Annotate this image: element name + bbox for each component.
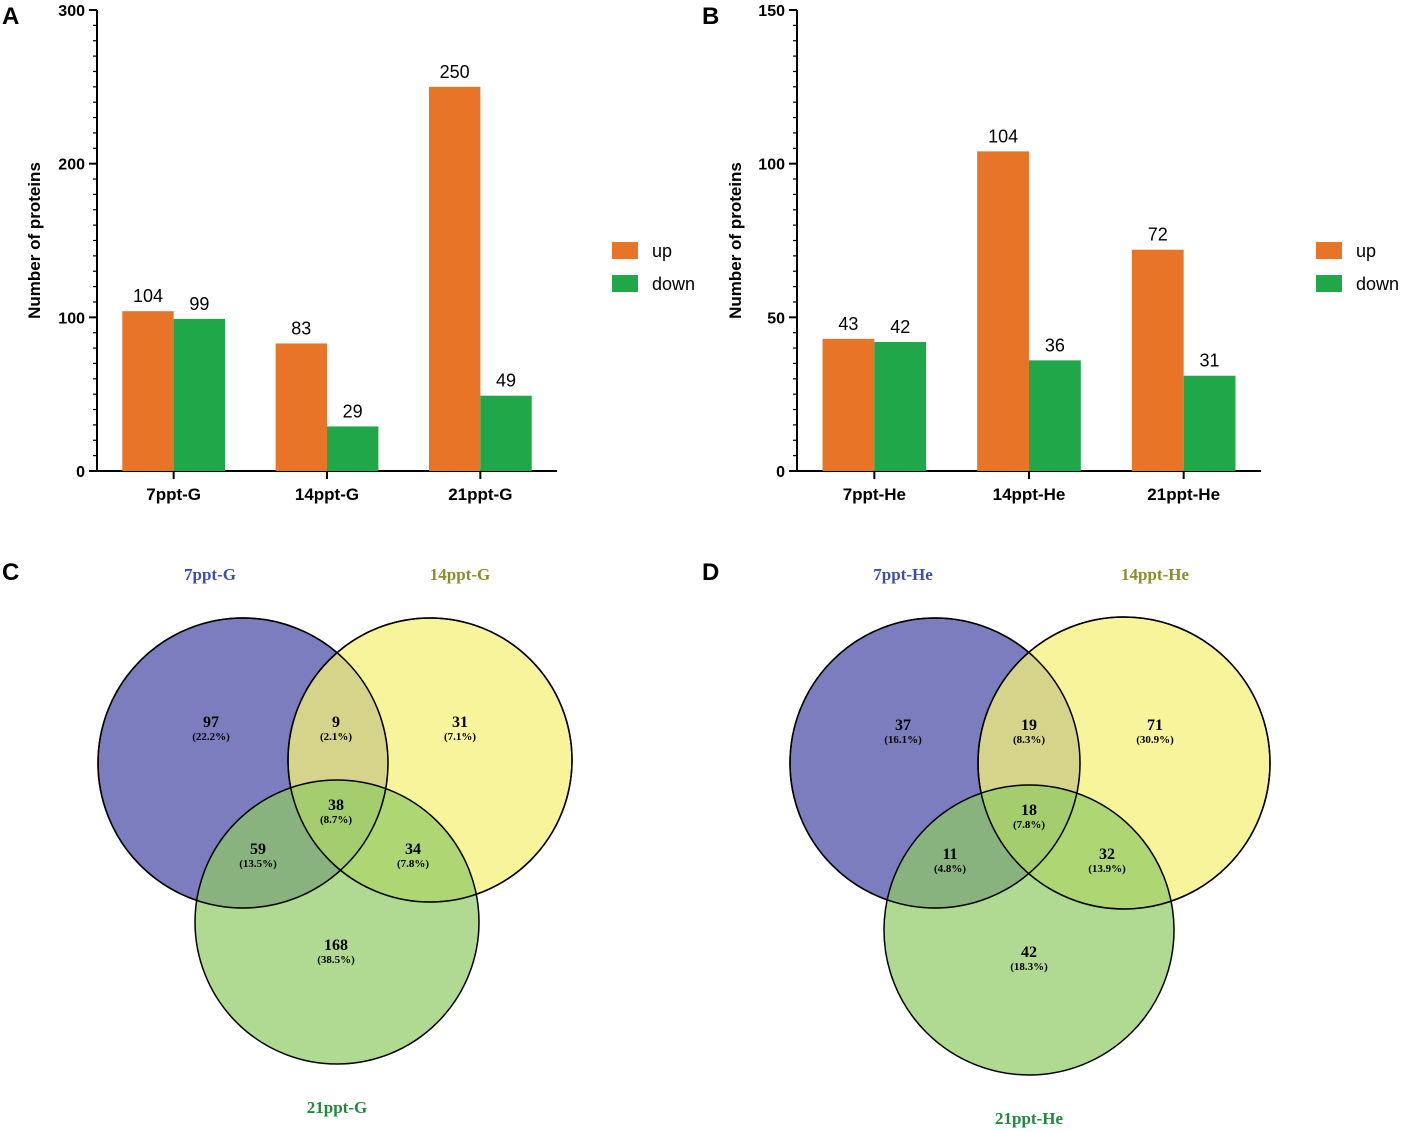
chart-b-legend-label-down: down <box>1356 274 1399 294</box>
chart-b-legend-swatch-down <box>1316 275 1342 292</box>
venn-c-pct-ab: (2.1%) <box>320 731 352 743</box>
chart-b-bar-down <box>1183 375 1236 471</box>
venn-c-title-a: 7ppt-G <box>184 565 236 584</box>
chart-a-legend-swatch-down <box>612 275 638 292</box>
panel-letter-a: A <box>2 3 19 30</box>
venn-d-circle-21ppt-he <box>883 784 1175 1076</box>
venn-d-pct-c-only: (18.3%) <box>1010 961 1048 973</box>
venn-c-circle-21ppt-g <box>194 779 480 1065</box>
chart-a-ytick-label: 0 <box>76 464 85 481</box>
venn-c-pct-bc: (7.8%) <box>397 858 429 870</box>
venn-c-outline-a <box>97 617 389 909</box>
chart-a-data-label-down: 99 <box>189 294 209 314</box>
chart-a-bar-up <box>122 311 174 471</box>
venn-diagram-d: 7ppt-He 14ppt-He 21ppt-He 37 (16.1%) 19 … <box>789 565 1271 1128</box>
venn-d-pct-ac: (4.8%) <box>934 863 966 875</box>
venn-c-outline-b <box>287 617 573 903</box>
chart-b-ytick-label: 50 <box>767 310 785 327</box>
venn-d-count-ac: 11 <box>942 846 957 863</box>
chart-b-bar-down <box>1029 360 1081 471</box>
venn-d-pct-b-only: (30.9%) <box>1136 734 1174 746</box>
chart-a-y-axis-label: Number of proteins <box>25 162 44 319</box>
venn-d-title-b: 14ppt-He <box>1121 565 1189 584</box>
bar-chart-b: 0 50 100 150 Number of proteins 7ppt-He 43 42 14… <box>726 3 1399 504</box>
venn-c-count-c-only: 168 <box>324 937 348 954</box>
chart-b-data-label-down: 36 <box>1045 335 1065 355</box>
panel-letter-d: D <box>702 559 719 586</box>
venn-d-pct-abc: (7.8%) <box>1013 819 1045 831</box>
chart-b-ytick-label: 100 <box>758 157 785 174</box>
venn-c-pct-ac: (13.5%) <box>239 858 277 870</box>
chart-b-bar-down <box>874 341 927 471</box>
venn-d-count-b-only: 71 <box>1147 717 1163 734</box>
chart-b-bar-up <box>822 338 875 471</box>
chart-a-ytick-label: 300 <box>58 3 85 20</box>
chart-b-category-label: 14ppt-He <box>993 485 1066 504</box>
chart-b-bar-up <box>977 151 1029 471</box>
chart-b-y-axis-label: Number of proteins <box>726 162 745 319</box>
venn-d-title-a: 7ppt-He <box>873 565 933 584</box>
chart-b-category-label: 21ppt-He <box>1147 485 1220 504</box>
chart-b-data-label-up: 43 <box>838 314 858 334</box>
chart-a-data-label-down: 29 <box>343 401 363 421</box>
chart-b-data-label-down: 42 <box>890 317 910 337</box>
venn-c-count-a-only: 97 <box>203 714 219 731</box>
chart-a-bar-down <box>173 318 226 471</box>
venn-c-count-ac: 59 <box>250 841 266 858</box>
venn-c-count-ab: 9 <box>332 714 340 731</box>
chart-a-category-label: 14ppt-G <box>295 485 359 504</box>
chart-b-ytick-label: 150 <box>758 3 785 20</box>
chart-a-ytick-label: 200 <box>58 157 85 174</box>
venn-c-pct-b-only: (7.1%) <box>444 731 476 743</box>
venn-c-pct-a-only: (22.2%) <box>192 731 230 743</box>
chart-b-legend-swatch-up <box>1316 242 1342 259</box>
venn-d-pct-ab: (8.3%) <box>1013 734 1045 746</box>
venn-d-title-c: 21ppt-He <box>995 1109 1063 1128</box>
venn-d-count-c-only: 42 <box>1021 944 1037 961</box>
chart-a-category-label: 7ppt-G <box>146 485 201 504</box>
venn-d-count-a-only: 37 <box>895 717 911 734</box>
chart-a-legend-label-up: up <box>652 241 672 261</box>
panel-letter-c: C <box>2 559 19 586</box>
venn-d-count-bc: 32 <box>1099 846 1115 863</box>
chart-a-data-label-up: 83 <box>291 318 311 338</box>
chart-b-legend-label-up: up <box>1356 241 1376 261</box>
venn-c-count-b-only: 31 <box>452 714 468 731</box>
bar-chart-a: 0 100 200 300 Number of proteins 7ppt-G 104 99 1… <box>25 3 695 504</box>
chart-a-data-label-down: 49 <box>496 371 516 391</box>
chart-b-bar-up <box>1131 249 1184 471</box>
venn-c-pct-c-only: (38.5%) <box>317 954 355 966</box>
chart-a-legend-swatch-up <box>612 242 638 259</box>
venn-diagram-c: 7ppt-G 14ppt-G 21ppt-G 97 (22.2%) 9 (2.1… <box>97 565 573 1117</box>
chart-a-data-label-up: 250 <box>440 62 470 82</box>
venn-c-count-abc: 38 <box>328 797 344 814</box>
venn-c-title-b: 14ppt-G <box>430 565 490 584</box>
chart-a-legend-label-down: down <box>652 274 695 294</box>
panel-letter-b: B <box>702 3 719 30</box>
venn-d-count-abc: 18 <box>1021 802 1037 819</box>
chart-b-data-label-up: 72 <box>1148 225 1168 245</box>
chart-a-bar-down <box>480 395 532 471</box>
venn-c-count-bc: 34 <box>405 841 421 858</box>
chart-a-data-label-up: 104 <box>133 286 163 306</box>
chart-b-data-label-down: 31 <box>1200 351 1220 371</box>
chart-b-ytick-label: 0 <box>776 464 785 481</box>
venn-c-pct-abc: (8.7%) <box>320 814 352 826</box>
chart-a-ytick-label: 100 <box>58 310 85 327</box>
venn-d-outline-b <box>977 616 1271 910</box>
venn-c-title-c: 21ppt-G <box>307 1098 367 1117</box>
venn-d-pct-bc: (13.9%) <box>1088 863 1126 875</box>
chart-a-bar-up <box>428 86 481 471</box>
chart-a-category-label: 21ppt-G <box>448 485 512 504</box>
chart-a-bar-down <box>327 426 379 471</box>
chart-a-bar-up <box>275 343 327 471</box>
venn-d-outline-a <box>789 617 1081 909</box>
venn-d-pct-a-only: (16.1%) <box>884 734 922 746</box>
venn-d-count-ab: 19 <box>1021 717 1037 734</box>
chart-b-data-label-up: 104 <box>988 126 1018 146</box>
chart-b-category-label: 7ppt-He <box>843 485 906 504</box>
